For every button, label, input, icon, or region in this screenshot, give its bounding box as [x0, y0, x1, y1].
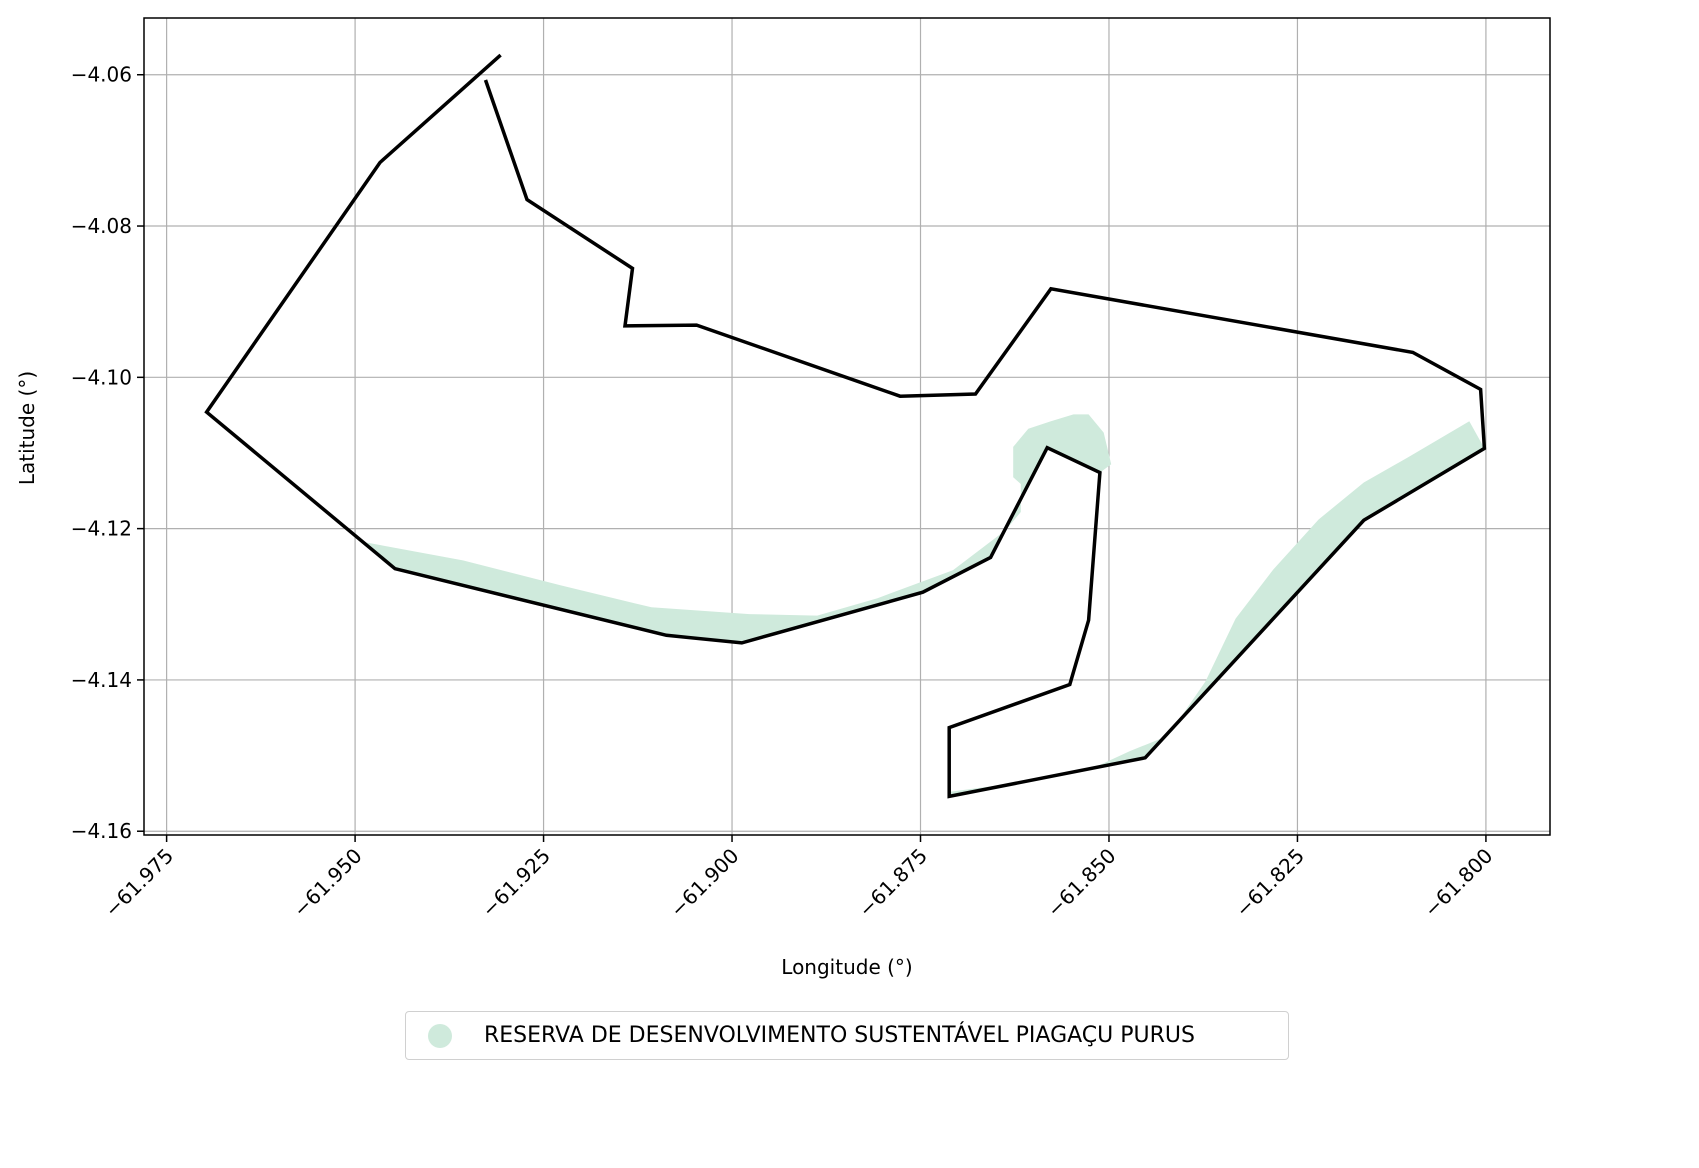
- x-tick-label: −61.825: [1231, 844, 1309, 922]
- y-tick-label: −4.06: [71, 63, 132, 87]
- y-tick-label: −4.10: [71, 365, 132, 389]
- legend-label: RESERVA DE DESENVOLVIMENTO SUSTENTÁVEL P…: [484, 1023, 1195, 1048]
- x-tick-label: −61.975: [100, 844, 178, 922]
- x-tick-label: −61.925: [477, 844, 555, 922]
- y-tick-label: −4.12: [71, 517, 132, 541]
- x-tick-label: −61.875: [854, 844, 932, 922]
- x-tick-label: −61.800: [1419, 844, 1497, 922]
- x-tick-label: −61.950: [288, 844, 366, 922]
- y-tick-label: −4.14: [71, 668, 132, 692]
- x-axis-ticks: −61.975 −61.950 −61.925 −61.900 −61.875 −61.8…: [100, 835, 1497, 922]
- x-tick-label: −61.850: [1042, 844, 1120, 922]
- reserve-area-polygon-east: [949, 421, 1485, 797]
- x-tick-label: −61.900: [665, 844, 743, 922]
- y-axis-ticks: −4.06 −4.08 −4.10 −4.12 −4.14 −4.16: [71, 63, 144, 843]
- boundary-line: [204, 53, 1487, 799]
- y-axis-label: Latitude (°): [15, 371, 39, 485]
- x-axis-label: Longitude (°): [781, 955, 912, 979]
- reserve-area-polygon: [364, 414, 1112, 643]
- grid-lines: [144, 18, 1550, 835]
- legend-swatch: [428, 1023, 452, 1048]
- legend: RESERVA DE DESENVOLVIMENTO SUSTENTÁVEL P…: [405, 1011, 1289, 1060]
- reserve-area-layer: [364, 414, 1485, 797]
- axes-frame: [143, 17, 1551, 836]
- y-tick-label: −4.16: [71, 819, 132, 843]
- y-tick-label: −4.08: [71, 214, 132, 238]
- map-figure: −61.975 −61.950 −61.925 −61.900 −61.875 −61.8…: [15, 17, 1551, 979]
